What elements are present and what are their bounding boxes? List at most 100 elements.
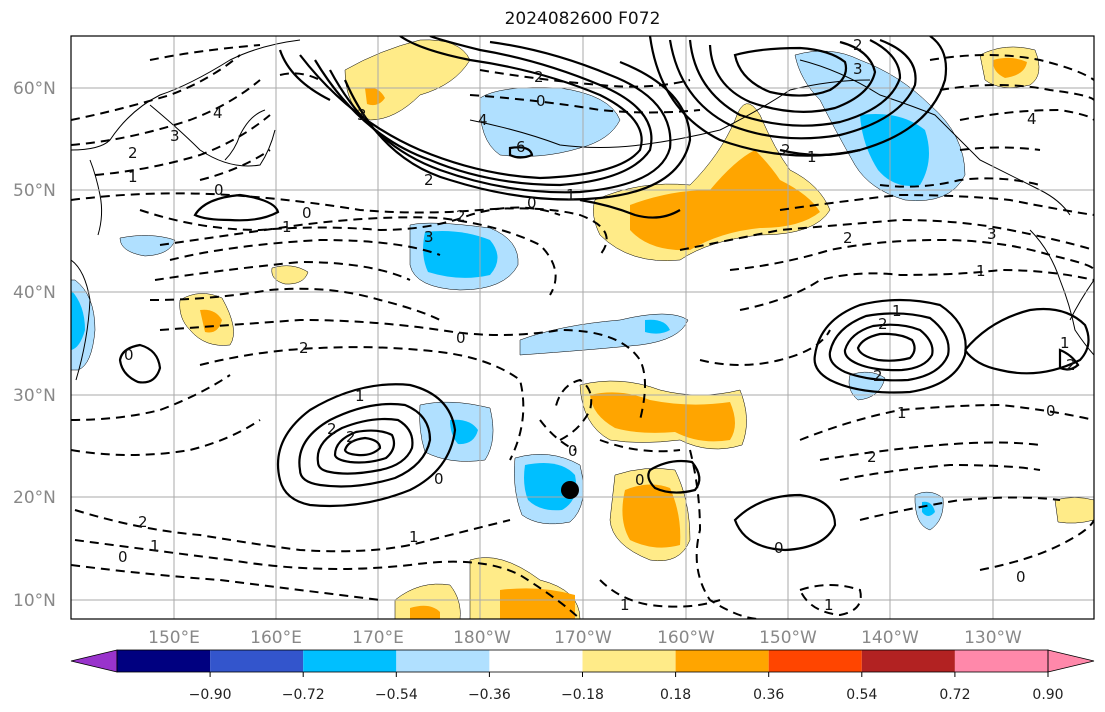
contour-label: 4: [213, 104, 223, 122]
contour-label: 0: [527, 194, 537, 212]
contour-label: 1: [150, 537, 160, 555]
colorbar-swatch: [861, 650, 955, 672]
lat-label: 20°N: [13, 488, 56, 508]
contour-labels: 0 2 4 6 2 0 1 3 2 3 2 1 4 3 2 1 3 2 1 0 …: [118, 36, 1076, 614]
contour-label: 2: [456, 207, 466, 225]
lon-label: 140°W: [861, 628, 919, 648]
contour-label: 4: [478, 111, 488, 129]
solid-contours: [118, 36, 1090, 552]
contour-label: 1: [1060, 334, 1070, 352]
contour-label: 1: [282, 218, 292, 236]
contour-label: 0: [635, 471, 645, 489]
contour-label: 0: [536, 92, 546, 110]
contour-label: 2: [873, 367, 883, 385]
contour-label: 3: [357, 106, 367, 124]
contour-label: 2: [346, 428, 356, 446]
positive-shading: [179, 39, 1094, 619]
colorbar-ticks: −0.90 −0.72 −0.54 −0.36 −0.18 0.18 0.36 0.54 0.7…: [189, 672, 1064, 703]
lat-label: 60°N: [13, 79, 56, 99]
colorbar-swatch: [210, 650, 304, 672]
contour-label: 0: [214, 181, 224, 199]
contour-label: 0: [124, 346, 134, 364]
dashed-contours: [71, 44, 1094, 619]
colorbar-swatch: [768, 650, 862, 672]
contour-label: 0: [1046, 402, 1056, 420]
colorbar-tick-label: −0.36: [468, 687, 511, 703]
contour-label: 0: [434, 470, 444, 488]
contour-label: 2: [867, 448, 877, 466]
latitude-labels: 60°N 50°N 40°N 30°N 20°N 10°N: [13, 79, 56, 611]
lat-label: 40°N: [13, 283, 56, 303]
colorbar-tick-label: 0.72: [939, 687, 970, 703]
map-title: 2024082600 F072: [504, 9, 661, 29]
gridlines: [71, 36, 1094, 619]
colorbar-swatch: [396, 650, 490, 672]
colorbar-extend-low: [70, 649, 118, 673]
contour-label: 1: [824, 596, 834, 614]
colorbar-tick-label: 0.36: [753, 687, 784, 703]
contour-label: 1: [897, 404, 907, 422]
contour-label: 2: [878, 315, 888, 333]
map-frame: [70, 35, 1095, 620]
colorbar-boxes: [70, 649, 1095, 673]
contour-label: 6: [516, 138, 526, 156]
colorbar-tick-label: −0.18: [561, 687, 604, 703]
lon-label: 170°W: [554, 628, 612, 648]
colorbar-swatch: [303, 650, 397, 672]
contour-label: 1: [807, 148, 817, 166]
map-panel: 0 2 4 6 2 0 1 3 2 3 2 1 4 3 2 1 3 2 1 0 …: [71, 36, 1094, 619]
contour-label: 2: [534, 68, 544, 86]
contour-label: 0: [302, 204, 312, 222]
colorbar-tick-label: −0.72: [282, 687, 325, 703]
contour-label: 1: [976, 262, 986, 280]
colorbar-tick-label: 0.90: [1032, 687, 1063, 703]
contour-label: 0: [118, 548, 128, 566]
colorbar-swatch: [489, 650, 583, 672]
location-marker-dot: [561, 481, 579, 499]
contour-label: 0: [568, 442, 578, 460]
lon-label: 130°W: [964, 628, 1022, 648]
lon-label: 160°W: [657, 628, 715, 648]
lat-label: 30°N: [13, 386, 56, 406]
contour-label: 0: [774, 539, 784, 557]
colorbar-extend-high: [1047, 649, 1095, 673]
contour-label: 4: [1027, 110, 1037, 128]
lon-label: 150°E: [148, 628, 200, 648]
contour-label: 2: [843, 229, 853, 247]
contour-label: 1: [409, 528, 419, 546]
contour-label: 2: [299, 339, 309, 357]
lat-label: 50°N: [13, 181, 56, 201]
contour-label: 2: [781, 141, 791, 159]
colorbar-tick-label: 0.54: [846, 687, 877, 703]
contour-label: 2: [1066, 356, 1076, 374]
lon-label: 170°E: [352, 628, 404, 648]
contour-label: 2: [853, 36, 863, 54]
contour-label: 3: [424, 228, 434, 246]
colorbar: −0.90 −0.72 −0.54 −0.36 −0.18 0.18 0.36 0.54 0.7…: [70, 649, 1095, 703]
contour-label: 2: [424, 171, 434, 189]
lon-label: 180°W: [453, 628, 511, 648]
colorbar-swatch: [954, 650, 1048, 672]
contour-label: 3: [987, 225, 997, 243]
contour-label: 1: [566, 186, 576, 204]
contour-label: 1: [892, 302, 902, 320]
contour-label: 2: [327, 420, 337, 438]
contour-label: 2: [138, 513, 148, 531]
colorbar-tick-label: −0.90: [189, 687, 232, 703]
lat-label: 10°N: [13, 591, 56, 611]
colorbar-swatch: [582, 650, 676, 672]
colorbar-swatch: [117, 650, 211, 672]
contour-label: 1: [620, 596, 630, 614]
colorbar-tick-label: −0.54: [375, 687, 418, 703]
contour-label: 0: [1016, 568, 1026, 586]
contour-label: 2: [128, 144, 138, 162]
contour-label: 1: [128, 168, 138, 186]
contour-label: 0: [456, 329, 466, 347]
contour-label: 3: [170, 127, 180, 145]
contour-label: 3: [853, 60, 863, 78]
lon-label: 150°W: [759, 628, 817, 648]
contour-label: 1: [355, 387, 365, 405]
colorbar-swatch: [675, 650, 769, 672]
colorbar-tick-label: 0.18: [660, 687, 691, 703]
